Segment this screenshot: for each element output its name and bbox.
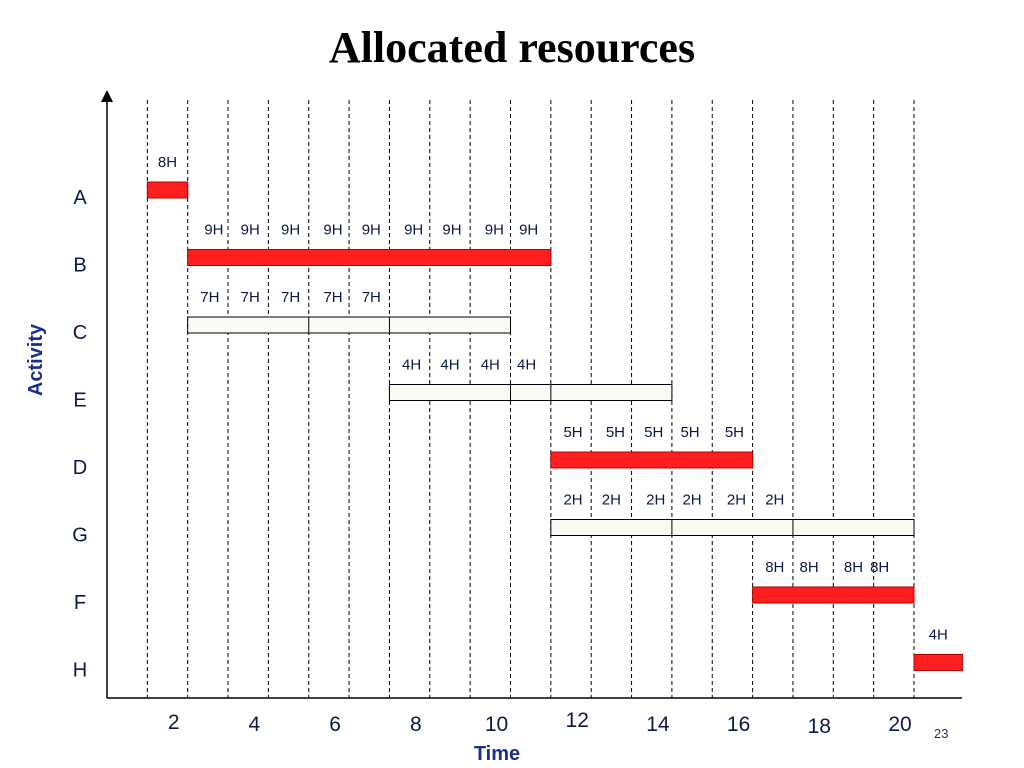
resource-label: 7H — [323, 289, 342, 306]
resource-label: 9H — [204, 222, 223, 239]
resource-label: 9H — [442, 222, 461, 239]
resource-label: 9H — [485, 222, 504, 239]
resource-label: 7H — [241, 289, 260, 306]
activity-bar — [146, 181, 189, 199]
resource-label: 7H — [281, 289, 300, 306]
activity-label: C — [73, 322, 87, 344]
resource-label: 9H — [519, 222, 538, 239]
activity-label: D — [73, 457, 87, 479]
resource-label: 8H — [158, 154, 177, 171]
resource-label: 2H — [682, 492, 701, 509]
resource-label: 9H — [241, 222, 260, 239]
resource-label: 5H — [563, 424, 582, 441]
resource-label: 4H — [517, 357, 536, 374]
axes: 2 4 6 8 10 12 14 16 18 20 Time Activity — [25, 90, 962, 765]
activity-bar — [752, 586, 915, 604]
resource-label: 4H — [929, 627, 948, 644]
x-tick-label: 2 — [168, 711, 180, 734]
activity-label: A — [73, 187, 87, 209]
x-tick-label: 14 — [646, 713, 670, 736]
activity-bar — [550, 519, 915, 536]
activity-label: B — [73, 255, 86, 277]
resource-label: 7H — [362, 289, 381, 306]
labels: A 8H B 9H 9H 9H 9H 9H 9H 9H 9H 9H C 7H 7H 7H 7H 7H E 4H 4H 4H… — [72, 154, 948, 682]
resource-label: 5H — [644, 424, 663, 441]
resource-label: 8H — [844, 559, 863, 576]
activity-bar — [388, 384, 673, 401]
resource-label: 8H — [870, 559, 889, 576]
resource-label: 9H — [362, 222, 381, 239]
page-number: 23 — [934, 726, 949, 741]
resource-label: 4H — [402, 357, 421, 374]
y-axis-title: Activity — [25, 323, 47, 396]
resource-label: 5H — [725, 424, 744, 441]
activity-label: F — [74, 592, 86, 614]
resource-label: 9H — [404, 222, 423, 239]
x-tick-label: 16 — [727, 713, 750, 736]
resource-label: 8H — [765, 559, 784, 576]
resource-label: 5H — [606, 424, 625, 441]
resource-label: 7H — [200, 289, 219, 306]
activity-label: E — [73, 390, 86, 412]
x-tick-label: 8 — [410, 713, 422, 736]
resource-label: 2H — [646, 492, 665, 509]
resource-label: 2H — [727, 492, 746, 509]
resource-label: 2H — [602, 492, 621, 509]
resource-label: 9H — [281, 222, 300, 239]
activity-bar — [913, 654, 963, 671]
resource-label: 8H — [799, 559, 818, 576]
x-tick-label: 20 — [888, 713, 911, 736]
resource-label: 5H — [680, 424, 699, 441]
x-tick-label: 18 — [808, 715, 831, 738]
x-axis-title: Time — [474, 743, 520, 765]
activity-label: G — [72, 525, 88, 547]
activity-bar — [550, 451, 754, 469]
resource-label: 2H — [765, 492, 784, 509]
activity-bar — [187, 249, 552, 266]
bars — [146, 181, 963, 671]
resource-label: 4H — [440, 357, 459, 374]
x-tick-label: 10 — [485, 713, 508, 736]
activity-bar — [187, 316, 511, 334]
resource-label: 9H — [323, 222, 342, 239]
resource-label: 2H — [563, 492, 582, 509]
x-tick-label: 6 — [329, 713, 341, 736]
x-tick-label: 12 — [566, 709, 589, 732]
x-tick-label: 4 — [249, 713, 261, 736]
slide-title: Allocated resources — [328, 23, 696, 72]
activity-label: H — [73, 660, 87, 682]
resource-label: 4H — [481, 357, 500, 374]
